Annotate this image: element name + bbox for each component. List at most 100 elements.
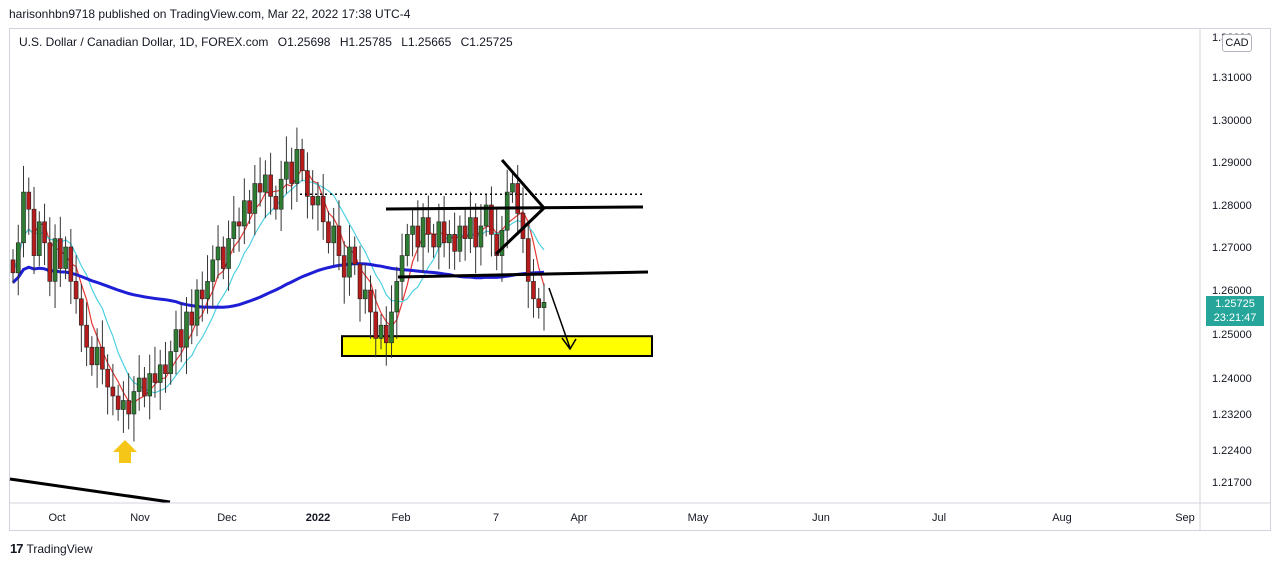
- candle: [347, 225, 352, 296]
- candle: [184, 297, 189, 375]
- moving-averages: [11, 168, 545, 403]
- candle: [315, 181, 321, 231]
- candle: [541, 283, 547, 331]
- candle: [63, 236, 68, 280]
- candle: [52, 224, 58, 309]
- long-term-trendline[interactable]: [9, 477, 171, 504]
- candle: [378, 314, 384, 350]
- candle: [278, 160, 284, 232]
- down-arrow-drawing[interactable]: [548, 287, 577, 351]
- candle: [525, 224, 531, 309]
- price-tick-label: 1.24000: [1212, 373, 1252, 385]
- fast-ma-line: [12, 168, 545, 403]
- price-tick-label: 1.25000: [1212, 329, 1252, 341]
- candle: [268, 152, 273, 215]
- candle: [242, 178, 247, 245]
- candle: [47, 217, 53, 297]
- candle: [157, 349, 163, 410]
- candle: [79, 283, 84, 353]
- candle: [31, 186, 37, 275]
- currency-button[interactable]: CAD: [1222, 34, 1252, 52]
- last-price-badge: 1.25725 23:21:47: [1206, 296, 1264, 326]
- time-tick-label: Apr: [570, 512, 587, 524]
- candle: [420, 203, 426, 274]
- candle: [21, 165, 26, 258]
- candle: [284, 136, 289, 194]
- candle: [489, 186, 494, 257]
- candle: [305, 152, 310, 219]
- candle: [341, 241, 347, 304]
- candle: [483, 194, 489, 237]
- price-tick-label: 1.26000: [1212, 285, 1252, 297]
- candle: [84, 302, 89, 367]
- resistance-trendline[interactable]: [385, 205, 644, 211]
- candle: [520, 187, 526, 254]
- candle: [142, 367, 147, 408]
- candle: [510, 172, 515, 203]
- candle: [236, 207, 242, 252]
- time-tick-label: Feb: [392, 512, 411, 524]
- candle: [441, 195, 447, 258]
- time-tick-label: Nov: [130, 512, 150, 524]
- candle: [336, 200, 342, 271]
- candle: [194, 279, 200, 337]
- candle: [136, 355, 142, 411]
- last-price-value: 1.25725: [1215, 298, 1255, 310]
- time-tick-label: Aug: [1052, 512, 1072, 524]
- candle: [473, 203, 478, 274]
- candle: [457, 215, 463, 263]
- candle: [26, 177, 32, 235]
- legend-symbol: U.S. Dollar / Canadian Dollar, 1D, FOREX…: [19, 35, 269, 49]
- candle: [220, 236, 226, 280]
- candle: [126, 373, 131, 430]
- candle: [494, 208, 499, 271]
- candle: [15, 224, 21, 296]
- candle: [100, 320, 105, 385]
- candle: [168, 340, 174, 385]
- footer-brand: TradingView: [26, 541, 93, 556]
- publisher-header: harisonhbn9718 published on TradingView.…: [9, 7, 411, 21]
- candle: [89, 336, 95, 376]
- candle: [94, 328, 100, 388]
- candle: [189, 289, 195, 345]
- candle: [289, 147, 294, 210]
- neckline-trendline[interactable]: [397, 270, 649, 279]
- price-tick-label: 1.21700: [1212, 477, 1252, 489]
- candle: [462, 207, 468, 261]
- slow-ma-line: [11, 262, 545, 309]
- time-axis: Oct Nov Dec 2022 Feb 7 Apr May Jun Jul Aug Sep: [48, 512, 1194, 524]
- legend-high: H1.25785: [339, 35, 392, 49]
- candle: [110, 363, 116, 416]
- time-tick-label: May: [688, 512, 709, 524]
- candle: [58, 216, 63, 287]
- candle: [199, 271, 205, 322]
- time-tick-label: Jun: [812, 512, 830, 524]
- candle: [210, 245, 216, 309]
- candle: [320, 174, 326, 240]
- price-tick-label: 1.31000: [1212, 72, 1252, 84]
- candle: [247, 189, 252, 224]
- candle: [373, 289, 379, 358]
- candle: [415, 200, 421, 262]
- candle: [410, 207, 415, 257]
- triangle-pattern-drawing[interactable]: [494, 159, 547, 256]
- candle: [531, 259, 536, 318]
- candle: [147, 354, 152, 420]
- price-tick-label: 1.23200: [1212, 409, 1252, 421]
- candle: [178, 302, 184, 363]
- candle: [357, 245, 363, 322]
- candle: [163, 341, 168, 393]
- candle: [105, 354, 110, 415]
- candle: [331, 207, 337, 266]
- candle: [447, 220, 452, 269]
- tradingview-logo-icon[interactable]: 17: [10, 541, 24, 556]
- up-arrow-icon[interactable]: [113, 440, 137, 463]
- candle: [394, 266, 400, 339]
- chart-legend: U.S. Dollar / Canadian Dollar, 1D, FOREX…: [19, 35, 519, 49]
- chart-frame: [9, 28, 1271, 531]
- candle: [121, 381, 126, 433]
- candle: [478, 204, 484, 266]
- time-tick-label: Sep: [1175, 512, 1195, 524]
- legend-open: O1.25698: [277, 35, 331, 49]
